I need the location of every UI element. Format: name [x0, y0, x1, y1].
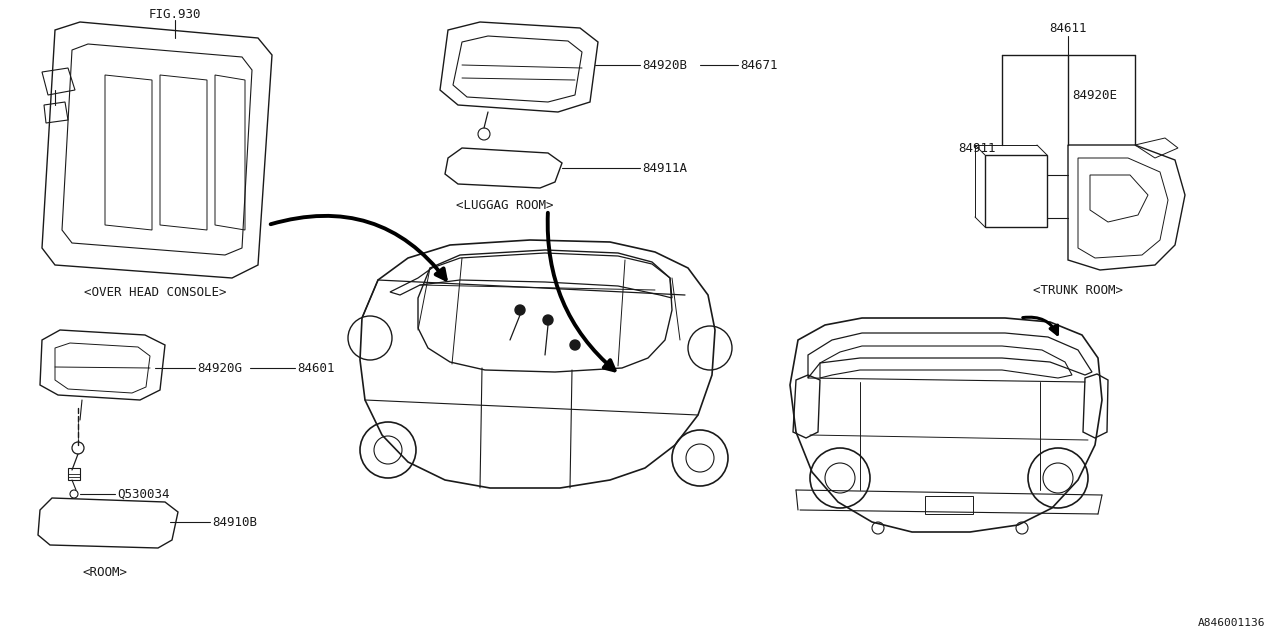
- Text: 84920G: 84920G: [197, 362, 242, 374]
- Bar: [925, 496, 973, 514]
- Text: <LUGGAG ROOM>: <LUGGAG ROOM>: [456, 198, 554, 211]
- Circle shape: [515, 305, 525, 315]
- Text: 84920E: 84920E: [1073, 88, 1117, 102]
- Text: 84920B: 84920B: [643, 58, 687, 72]
- Text: 84611: 84611: [1050, 22, 1087, 35]
- Text: 84671: 84671: [740, 58, 777, 72]
- Text: <ROOM>: <ROOM>: [82, 566, 128, 579]
- Circle shape: [543, 315, 553, 325]
- Text: Q530034: Q530034: [116, 488, 169, 500]
- Text: 84910B: 84910B: [212, 515, 257, 529]
- Text: FIG.930: FIG.930: [148, 8, 201, 20]
- Text: <OVER HEAD CONSOLE>: <OVER HEAD CONSOLE>: [83, 285, 227, 298]
- Circle shape: [570, 340, 580, 350]
- Text: 84911A: 84911A: [643, 161, 687, 175]
- Text: <TRUNK ROOM>: <TRUNK ROOM>: [1033, 284, 1123, 296]
- Bar: [986, 155, 1047, 227]
- Text: 84911: 84911: [957, 141, 996, 154]
- Text: A846001136: A846001136: [1198, 618, 1265, 628]
- Text: 84601: 84601: [297, 362, 334, 374]
